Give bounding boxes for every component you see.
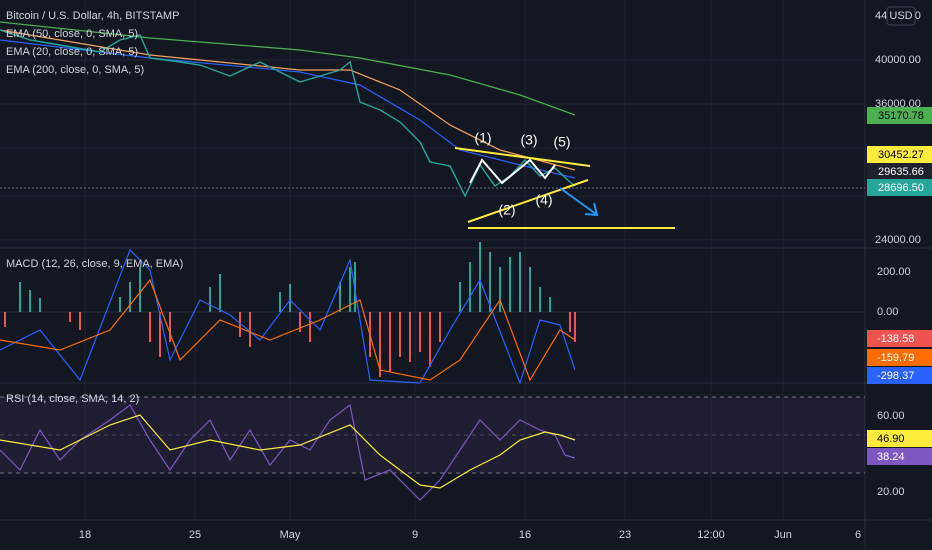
rsi-badge-text: 38.24 (877, 451, 905, 463)
rsi-tick: 20.00 (877, 486, 905, 498)
macd-line (0, 248, 576, 385)
price-tick: 40000.00 (875, 54, 921, 66)
price-tick: 24000.00 (875, 234, 921, 246)
macd-badge (867, 367, 932, 384)
price-badge (867, 163, 932, 180)
currency-label[interactable]: USD (889, 10, 912, 22)
price-badge-text: 35170.78 (878, 110, 924, 122)
indicator-label: EMA (50, close, 0, SMA, 5) (6, 28, 138, 40)
wave-lines (469, 158, 556, 185)
trendline (454, 147, 591, 167)
price-badge-text: 28696.50 (878, 182, 924, 194)
macd-badge (867, 330, 932, 347)
time-tick: 12:00 (697, 529, 725, 541)
symbol-title: Bitcoin / U.S. Dollar, 4h, BITSTAMP (6, 10, 179, 22)
macd-tick: 200.00 (877, 266, 911, 278)
indicator-label: MACD (12, 26, close, 9, EMA, EMA) (6, 258, 183, 270)
indicator-label: RSI (14, close, SMA, 14, 2) (6, 393, 139, 405)
time-tick: May (280, 529, 301, 541)
grid (0, 0, 865, 520)
arrow (559, 187, 597, 215)
currency-button[interactable] (886, 6, 916, 26)
ema50-line (0, 29, 576, 171)
price-badge (867, 107, 932, 124)
macd-badge-text: -159.79 (877, 352, 914, 364)
macd-badge-text: -298.37 (877, 370, 914, 382)
indicator-label: EMA (200, close, 0, SMA, 5) (6, 64, 144, 76)
trendline (467, 179, 589, 223)
price-badge (867, 146, 932, 163)
time-tick: 23 (619, 529, 631, 541)
time-tick: 25 (189, 529, 201, 541)
arrow-head (584, 202, 599, 217)
price-line (0, 29, 576, 198)
rsi-badge (867, 430, 932, 447)
rsi-ma-line (0, 414, 576, 489)
time-tick: 9 (412, 529, 418, 541)
wave-label: (4) (535, 192, 552, 208)
rsi-badge-text: 46.90 (877, 433, 905, 445)
wave-label: (3) (520, 132, 537, 148)
macd-tick: 0.00 (877, 306, 898, 318)
wave-label: (5) (553, 134, 570, 150)
time-tick: 16 (519, 529, 531, 541)
rsi-badge (867, 448, 932, 465)
macd-histogram (4, 312, 576, 377)
indicator-label: EMA (20, close, 0, SMA, 5) (6, 46, 138, 58)
wave-label: (2) (498, 202, 515, 218)
price-tick: 36000.00 (875, 98, 921, 110)
time-tick: 18 (79, 529, 91, 541)
rsi-tick: 60.00 (877, 410, 905, 422)
macd-badge (867, 349, 932, 366)
ema200-line (0, 21, 576, 116)
price-badge-text: 29635.66 (878, 166, 924, 178)
macd-badge-text: -138.58 (877, 333, 914, 345)
ema20-line (0, 39, 576, 179)
time-tick: 6 (855, 529, 861, 541)
price-badge-text: 30452.27 (878, 149, 924, 161)
signal-line (0, 278, 576, 382)
wave-label: (1) (474, 130, 491, 146)
price-badge (867, 179, 932, 196)
time-tick: Jun (774, 529, 792, 541)
